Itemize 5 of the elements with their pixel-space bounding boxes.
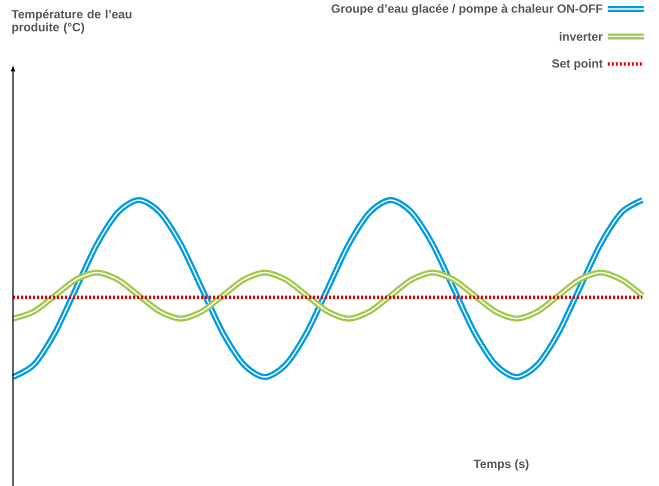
legend-label: Set point (552, 58, 603, 70)
legend-label: inverter (560, 32, 603, 41)
text: Température de l’eau produite (°C) (12, 10, 132, 34)
text: Temps (s) (474, 459, 529, 470)
legend-label: Groupe d’eau glacée / pompe à chaleur ON-OFF (332, 4, 602, 16)
